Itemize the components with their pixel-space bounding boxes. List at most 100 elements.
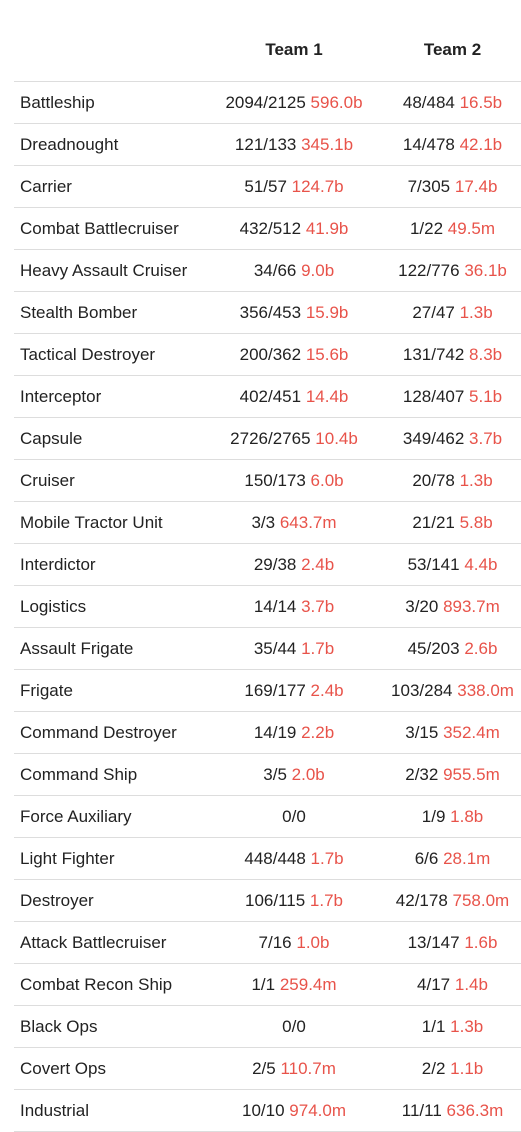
team1-count: 448/448 xyxy=(244,849,306,868)
team2-cell: 1/22 49.5m xyxy=(384,208,521,249)
team2-isk-value: 893.7m xyxy=(443,597,500,616)
team1-count: 402/451 xyxy=(239,387,302,406)
team2-isk-value: 758.0m xyxy=(452,891,510,910)
team1-count: 432/512 xyxy=(239,219,302,238)
table-row: Capsule 2726/2765 10.4b 349/462 3.7b xyxy=(14,418,521,460)
team2-cell: 3/20 893.7m xyxy=(384,586,521,627)
team1-count: 356/453 xyxy=(239,303,302,322)
ship-type-label: Command Destroyer xyxy=(20,723,177,742)
ship-type-label: Cruiser xyxy=(20,471,75,490)
team1-isk-value: 596.0b xyxy=(310,93,363,112)
team2-count: 42/178 xyxy=(395,891,448,910)
team1-count: 2726/2765 xyxy=(230,429,311,448)
team2-isk-value: 636.3m xyxy=(446,1101,504,1120)
team1-cell: 14/19 2.2b xyxy=(214,712,374,753)
team2-cell: 20/78 1.3b xyxy=(384,460,521,501)
team2-count: 1/9 xyxy=(421,807,446,826)
ship-type-label: Combat Battlecruiser xyxy=(20,219,179,238)
ship-type-label: Battleship xyxy=(20,93,95,112)
team2-count: 3/15 xyxy=(405,723,439,742)
team2-isk-value: 3.7b xyxy=(469,429,503,448)
team2-cell: 45/203 2.6b xyxy=(384,628,521,669)
team2-count: 14/478 xyxy=(402,135,455,154)
team1-count: 106/115 xyxy=(244,891,306,910)
team2-count: 45/203 xyxy=(407,639,460,658)
ship-type-label: Interceptor xyxy=(20,387,102,406)
team1-count: 169/177 xyxy=(244,681,306,700)
team1-isk-value: 1.7b xyxy=(310,849,344,868)
ship-type-label: Logistics xyxy=(20,597,87,616)
table-row: Force Auxiliary 0/0 1/9 1.8b xyxy=(14,796,521,838)
team1-count: 150/173 xyxy=(244,471,306,490)
team2-isk-value: 28.1m xyxy=(443,849,491,868)
team1-count: 0/0 xyxy=(282,807,306,826)
team1-count: 29/38 xyxy=(253,555,297,574)
table-row: Combat Recon Ship 1/1 259.4m 4/17 1.4b xyxy=(14,964,521,1006)
table-row: Black Ops 0/0 1/1 1.3b xyxy=(14,1006,521,1048)
team2-count: 122/776 xyxy=(398,261,460,280)
team2-cell: 128/407 5.1b xyxy=(384,376,521,417)
team1-isk-value: 643.7m xyxy=(279,513,337,532)
table-row: Cruiser 150/173 6.0b 20/78 1.3b xyxy=(14,460,521,502)
team2-cell: 48/484 16.5b xyxy=(384,82,521,123)
team2-isk-value: 1.3b xyxy=(459,471,493,490)
team2-isk-value: 1.6b xyxy=(464,933,498,952)
team2-cell: 11/11 636.3m xyxy=(384,1090,521,1131)
ship-type-label: Dreadnought xyxy=(20,135,119,154)
team2-isk-value: 955.5m xyxy=(443,765,500,784)
team1-count: 121/133 xyxy=(234,135,297,154)
team2-isk-value: 4.4b xyxy=(464,555,498,574)
team1-cell: 0/0 xyxy=(214,796,374,837)
team1-cell: 0/0 xyxy=(214,1006,374,1047)
team1-isk-value: 6.0b xyxy=(310,471,344,490)
team1-cell: 34/66 9.0b xyxy=(214,250,374,291)
team2-count: 2/2 xyxy=(421,1059,446,1078)
team1-count: 2/5 xyxy=(252,1059,276,1078)
ship-type-label: Light Fighter xyxy=(20,849,115,868)
team2-count: 1/22 xyxy=(409,219,444,238)
team1-cell: 3/5 2.0b xyxy=(214,754,374,795)
team1-count: 0/0 xyxy=(282,1017,306,1036)
ship-type-label: Covert Ops xyxy=(20,1059,106,1078)
team1-count: 7/16 xyxy=(258,933,292,952)
team2-cell: 349/462 3.7b xyxy=(384,418,521,459)
team1-isk-value: 1.7b xyxy=(301,639,335,658)
team2-isk-value: 17.4b xyxy=(454,177,498,196)
team1-cell: 2094/2125 596.0b xyxy=(214,82,374,123)
ship-type-label: Attack Battlecruiser xyxy=(20,933,167,952)
team1-cell: 51/57 124.7b xyxy=(214,166,374,207)
table-row: Destroyer 106/115 1.7b 42/178 758.0m xyxy=(14,880,521,922)
ship-type-label: Tactical Destroyer xyxy=(20,345,156,364)
table-row: Industrial 10/10 974.0m 11/11 636.3m xyxy=(14,1090,521,1132)
team2-count: 103/284 xyxy=(391,681,453,700)
table-row: Dreadnought 121/133 345.1b 14/478 42.1b xyxy=(14,124,521,166)
team1-isk-value: 41.9b xyxy=(305,219,349,238)
team2-cell: 42/178 758.0m xyxy=(384,880,521,921)
team1-isk-value: 110.7m xyxy=(280,1059,336,1078)
team2-isk-value: 49.5m xyxy=(447,219,496,238)
ship-type-label: Destroyer xyxy=(20,891,94,910)
team2-cell: 2/2 1.1b xyxy=(384,1048,521,1089)
table-body: Battleship 2094/2125 596.0b 48/484 16.5b Dr… xyxy=(14,82,521,1132)
team2-cell: 27/47 1.3b xyxy=(384,292,521,333)
ship-type-label: Stealth Bomber xyxy=(20,303,138,322)
team1-isk-value: 2.2b xyxy=(301,723,335,742)
team2-isk-value: 5.1b xyxy=(469,387,503,406)
team2-count: 131/742 xyxy=(402,345,465,364)
team1-cell: 2/5 110.7m xyxy=(214,1048,374,1089)
table-row: Stealth Bomber 356/453 15.9b 27/47 1.3b xyxy=(14,292,521,334)
team1-cell: 10/10 974.0m xyxy=(214,1090,374,1131)
team2-count: 349/462 xyxy=(402,429,465,448)
ship-type-label: Combat Recon Ship xyxy=(20,975,173,994)
ship-type-label: Force Auxiliary xyxy=(20,807,132,826)
team2-cell: 6/6 28.1m xyxy=(384,838,521,879)
team2-cell: 3/15 352.4m xyxy=(384,712,521,753)
team1-count: 1/1 xyxy=(251,975,276,994)
team2-cell: 13/147 1.6b xyxy=(384,922,521,963)
team1-cell: 14/14 3.7b xyxy=(214,586,374,627)
team1-cell: 35/44 1.7b xyxy=(214,628,374,669)
table-row: Command Destroyer 14/19 2.2b 3/15 352.4m xyxy=(14,712,521,754)
team1-count: 10/10 xyxy=(242,1101,285,1120)
team1-cell: 402/451 14.4b xyxy=(214,376,374,417)
